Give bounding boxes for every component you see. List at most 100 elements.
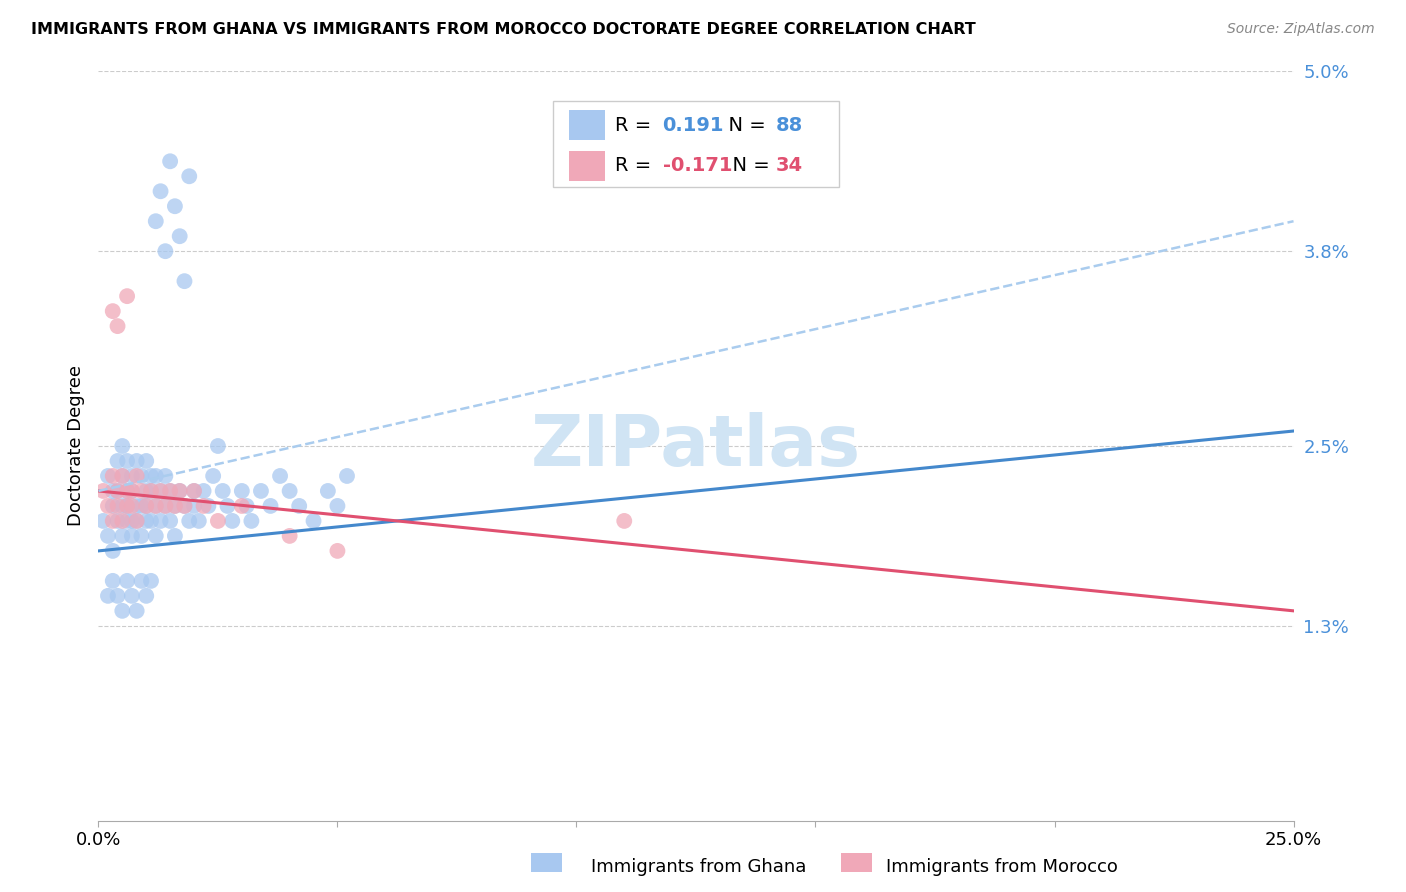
Point [125, 454, 148, 468]
Point [121, 469, 143, 483]
Point [107, 454, 129, 468]
Point [131, 529, 153, 543]
Point [202, 469, 225, 483]
Point [101, 499, 124, 513]
Point [115, 483, 138, 498]
Text: N =: N = [716, 116, 772, 135]
Point [163, 529, 186, 543]
Text: N =: N = [720, 156, 776, 176]
Point [139, 574, 162, 588]
Point [163, 199, 186, 213]
Text: R =: R = [614, 156, 657, 176]
Point [107, 483, 129, 498]
Point [121, 499, 143, 513]
Text: 88: 88 [776, 116, 803, 135]
Point [125, 514, 148, 528]
Text: 0.191: 0.191 [662, 116, 724, 135]
Point [159, 514, 181, 528]
Point [211, 483, 233, 498]
Point [155, 499, 177, 513]
Text: 34: 34 [776, 156, 803, 176]
Point [115, 483, 138, 498]
Point [115, 499, 138, 513]
Point [101, 304, 124, 318]
Point [163, 499, 186, 513]
Point [155, 499, 177, 513]
Point [149, 514, 172, 528]
Point [187, 514, 209, 528]
Point [231, 499, 253, 513]
Point [131, 574, 153, 588]
Point [145, 499, 167, 513]
Point [101, 574, 124, 588]
Point [101, 483, 124, 498]
Point [159, 154, 181, 169]
Point [107, 319, 129, 334]
Point [145, 499, 167, 513]
Point [135, 589, 157, 603]
Point [197, 499, 219, 513]
Point [139, 483, 162, 498]
Point [139, 483, 162, 498]
Point [111, 439, 134, 453]
Point [121, 589, 143, 603]
Point [173, 499, 195, 513]
Point [336, 469, 359, 483]
Text: Source: ZipAtlas.com: Source: ZipAtlas.com [1227, 22, 1375, 37]
Point [97, 499, 120, 513]
Point [131, 483, 153, 498]
Point [135, 454, 157, 468]
Y-axis label: Doctorate Degree: Doctorate Degree [66, 366, 84, 526]
Point [613, 514, 636, 528]
FancyBboxPatch shape [569, 111, 605, 140]
Point [107, 483, 129, 498]
Text: Immigrants from Morocco: Immigrants from Morocco [886, 858, 1118, 876]
Point [169, 229, 191, 244]
Point [145, 469, 167, 483]
Point [179, 169, 201, 184]
Point [278, 483, 301, 498]
Point [91, 483, 114, 498]
Point [115, 574, 138, 588]
Point [183, 483, 205, 498]
Point [183, 499, 205, 513]
Point [169, 483, 191, 498]
Point [250, 483, 273, 498]
Point [231, 483, 253, 498]
Point [183, 483, 205, 498]
Text: -0.171: -0.171 [662, 156, 733, 176]
FancyBboxPatch shape [569, 151, 605, 181]
Point [302, 514, 325, 528]
Point [149, 184, 172, 198]
Bar [531, 853, 562, 872]
Point [155, 469, 177, 483]
Point [288, 499, 311, 513]
Point [159, 483, 181, 498]
Point [131, 499, 153, 513]
Point [139, 469, 162, 483]
Point [149, 483, 172, 498]
Point [121, 483, 143, 498]
Point [259, 499, 281, 513]
Point [97, 589, 120, 603]
Point [107, 589, 129, 603]
Point [111, 529, 134, 543]
Point [159, 483, 181, 498]
Point [145, 529, 167, 543]
FancyBboxPatch shape [553, 102, 839, 187]
Point [193, 483, 215, 498]
Point [111, 499, 134, 513]
Point [173, 274, 195, 288]
Point [131, 469, 153, 483]
Point [135, 499, 157, 513]
Point [111, 469, 134, 483]
Bar [841, 853, 872, 872]
Point [125, 469, 148, 483]
Point [207, 439, 229, 453]
Point [125, 604, 148, 618]
Point [193, 499, 215, 513]
Point [115, 514, 138, 528]
Point [111, 604, 134, 618]
Point [125, 514, 148, 528]
Point [121, 483, 143, 498]
